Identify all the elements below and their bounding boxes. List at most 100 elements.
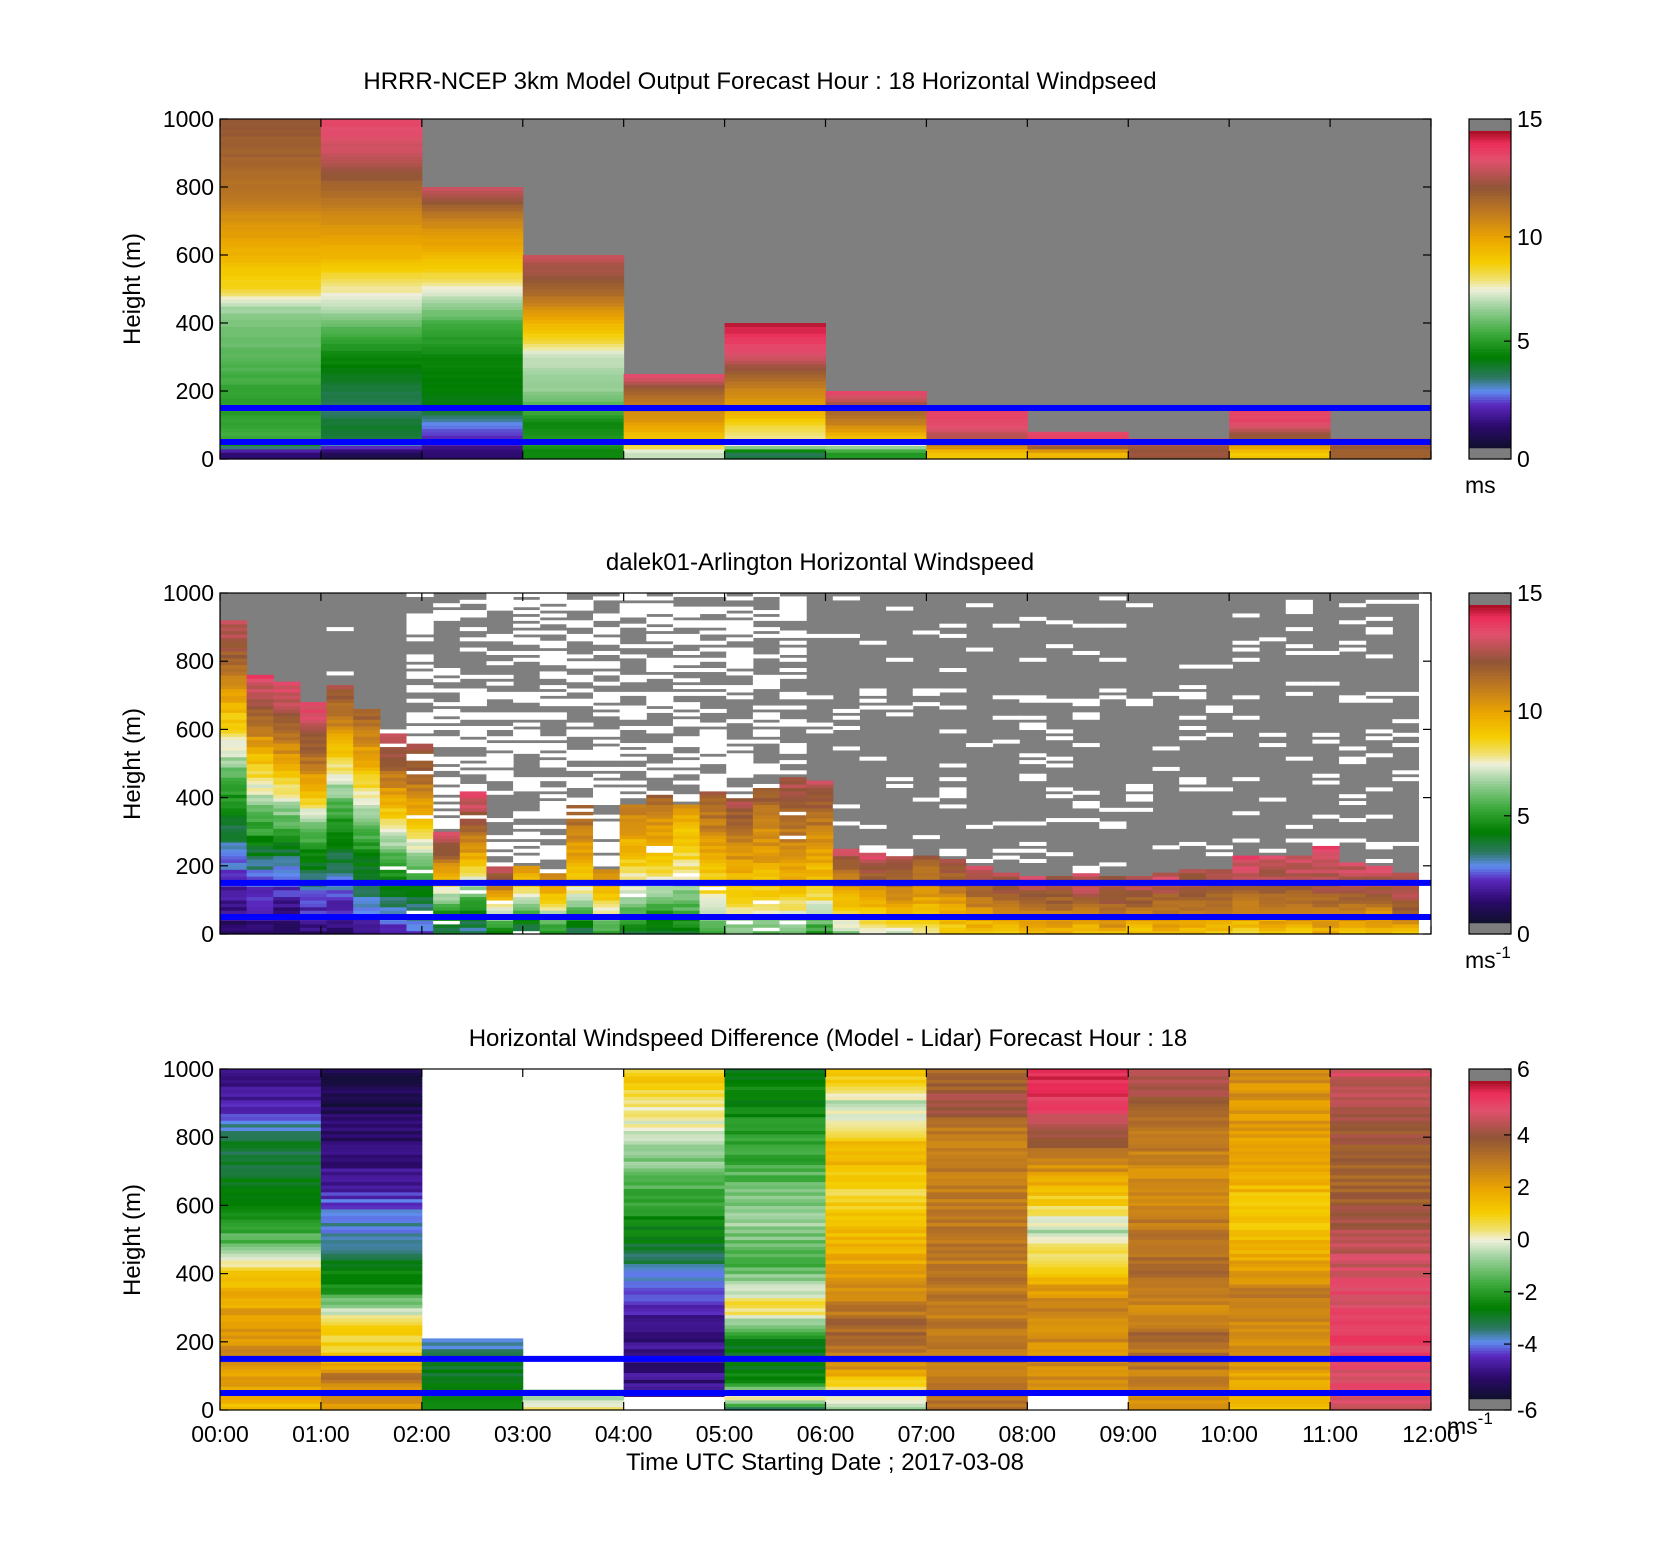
heatmap-cell [699,848,727,853]
heatmap-cell [724,1256,826,1261]
colorbar-swatch [1469,664,1511,668]
heatmap-cell [1027,1263,1129,1268]
heatmap-cell [623,1266,726,1271]
heatmap-gap [566,780,594,785]
heatmap-cell [273,763,301,768]
heatmap-cell [220,204,322,208]
colorbar-swatch [1469,413,1511,418]
heatmap-gap [619,756,647,761]
heatmap-cell [825,435,927,440]
heatmap-cell [220,1242,322,1247]
heatmap-cell [220,268,322,273]
heatmap-gap [486,725,514,730]
heatmap-gap [593,848,621,853]
heatmap-cell [926,1239,1028,1244]
heatmap-cell [459,876,487,881]
heatmap-cell [1330,1212,1432,1217]
heatmap-cell [320,153,423,157]
heatmap-cell [299,794,328,799]
heatmap-cell [273,790,301,795]
colorbar-swatch [1469,175,1511,180]
heatmap-cell [220,801,248,806]
heatmap-cell [1152,889,1180,894]
heatmap-cell [1392,876,1420,881]
heatmap-cell [421,357,524,361]
heatmap-cell [1330,1086,1432,1091]
heatmap-cell [1027,1365,1129,1370]
heatmap-cell [672,811,701,816]
heatmap-gap [939,787,967,792]
colorbar-tick-label: 6 [1517,1056,1530,1082]
heatmap-cell [1330,1311,1432,1316]
heatmap-cell [220,1236,322,1241]
heatmap-cell [379,893,408,898]
heatmap-cell [1027,1307,1129,1312]
colorbar-swatch [1469,1361,1511,1366]
heatmap-cell [1128,1086,1230,1091]
heatmap-cell [752,828,781,833]
heatmap-cell [220,1297,322,1302]
heatmap-gap [566,702,594,707]
heatmap-cell [246,838,274,843]
heatmap-gap [646,606,674,611]
heatmap-cell [726,858,754,863]
heatmap-cell [220,180,322,185]
colorbar-swatch [1469,1122,1511,1127]
colorbar-swatch [1469,1140,1511,1144]
heatmap-cell [992,927,1020,932]
heatmap-cell [1330,1321,1432,1326]
heatmap-cell [966,903,994,908]
heatmap-cell [1312,923,1340,928]
heatmap-cell [1027,1239,1129,1244]
heatmap-cell [1229,1348,1331,1353]
heatmap-cell [1232,910,1260,915]
heatmap-cell [726,930,754,935]
heatmap-cell [433,886,461,891]
heatmap-gap [406,685,434,690]
heatmap-cell [299,770,328,775]
heatmap-cell [220,1311,322,1316]
heatmap-gap [619,654,647,659]
heatmap-cell [273,828,301,833]
heatmap-cell [379,818,408,823]
heatmap-gap [1285,603,1313,608]
heatmap-gap [593,681,621,686]
heatmap-cell [220,1270,322,1275]
heatmap-cell [326,889,354,894]
heatmap-gap [513,743,541,748]
heatmap-cell [1128,1140,1230,1145]
heatmap-cell [1229,1075,1331,1080]
heatmap-cell [220,1338,322,1343]
heatmap-cell [779,794,807,799]
heatmap-gap [619,593,647,598]
heatmap-cell [1229,1072,1331,1077]
heatmap-cell [1205,889,1233,894]
heatmap-gap [486,606,514,611]
heatmap-cell [1027,435,1129,440]
heatmap-cell [220,187,322,191]
colorbar-swatch [1469,204,1511,208]
heatmap-gap [486,681,514,686]
heatmap-cell [1027,1082,1129,1087]
heatmap-cell [459,824,487,829]
heatmap-cell [1229,1372,1331,1377]
heatmap-cell [726,903,754,908]
heatmap-gap [672,620,701,625]
heatmap-cell [1125,876,1154,881]
heatmap-gap [1072,623,1100,628]
heatmap-cell [1229,1113,1331,1118]
heatmap-cell [724,1399,826,1404]
heatmap-cell [1128,1181,1230,1186]
heatmap-cell [299,763,328,768]
heatmap-gap [406,756,434,761]
heatmap-gap [726,739,754,744]
heatmap-cell [623,1300,726,1305]
heatmap-gap [1232,695,1260,700]
heatmap-cell [1179,927,1207,932]
heatmap-gap [1285,756,1313,761]
heatmap-gap [486,736,514,741]
heatmap-cell [220,674,248,679]
heatmap-cell [459,831,487,836]
heatmap-cell [379,855,408,860]
heatmap-cell [1339,869,1367,874]
